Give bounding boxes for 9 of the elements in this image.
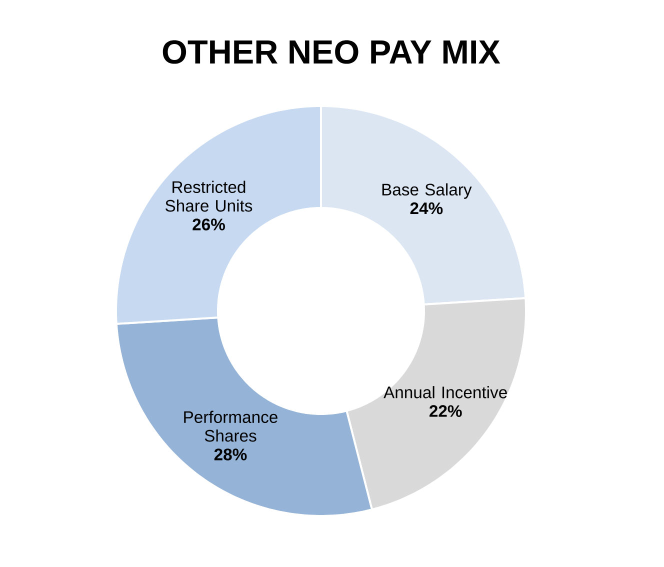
data-label: 22% — [430, 405, 462, 417]
data-label: 24% — [410, 202, 443, 214]
slice-label: Base Salary — [382, 183, 472, 199]
slice-label: Performance Shares — [184, 410, 278, 442]
data-label: 26% — [192, 218, 225, 230]
slice-label: Restricted Share Units — [165, 180, 252, 212]
chart-title: OTHER NEO PAY MIX — [162, 40, 500, 64]
slice-label: Annual Incentive — [384, 386, 507, 398]
data-label: 28% — [214, 448, 247, 460]
